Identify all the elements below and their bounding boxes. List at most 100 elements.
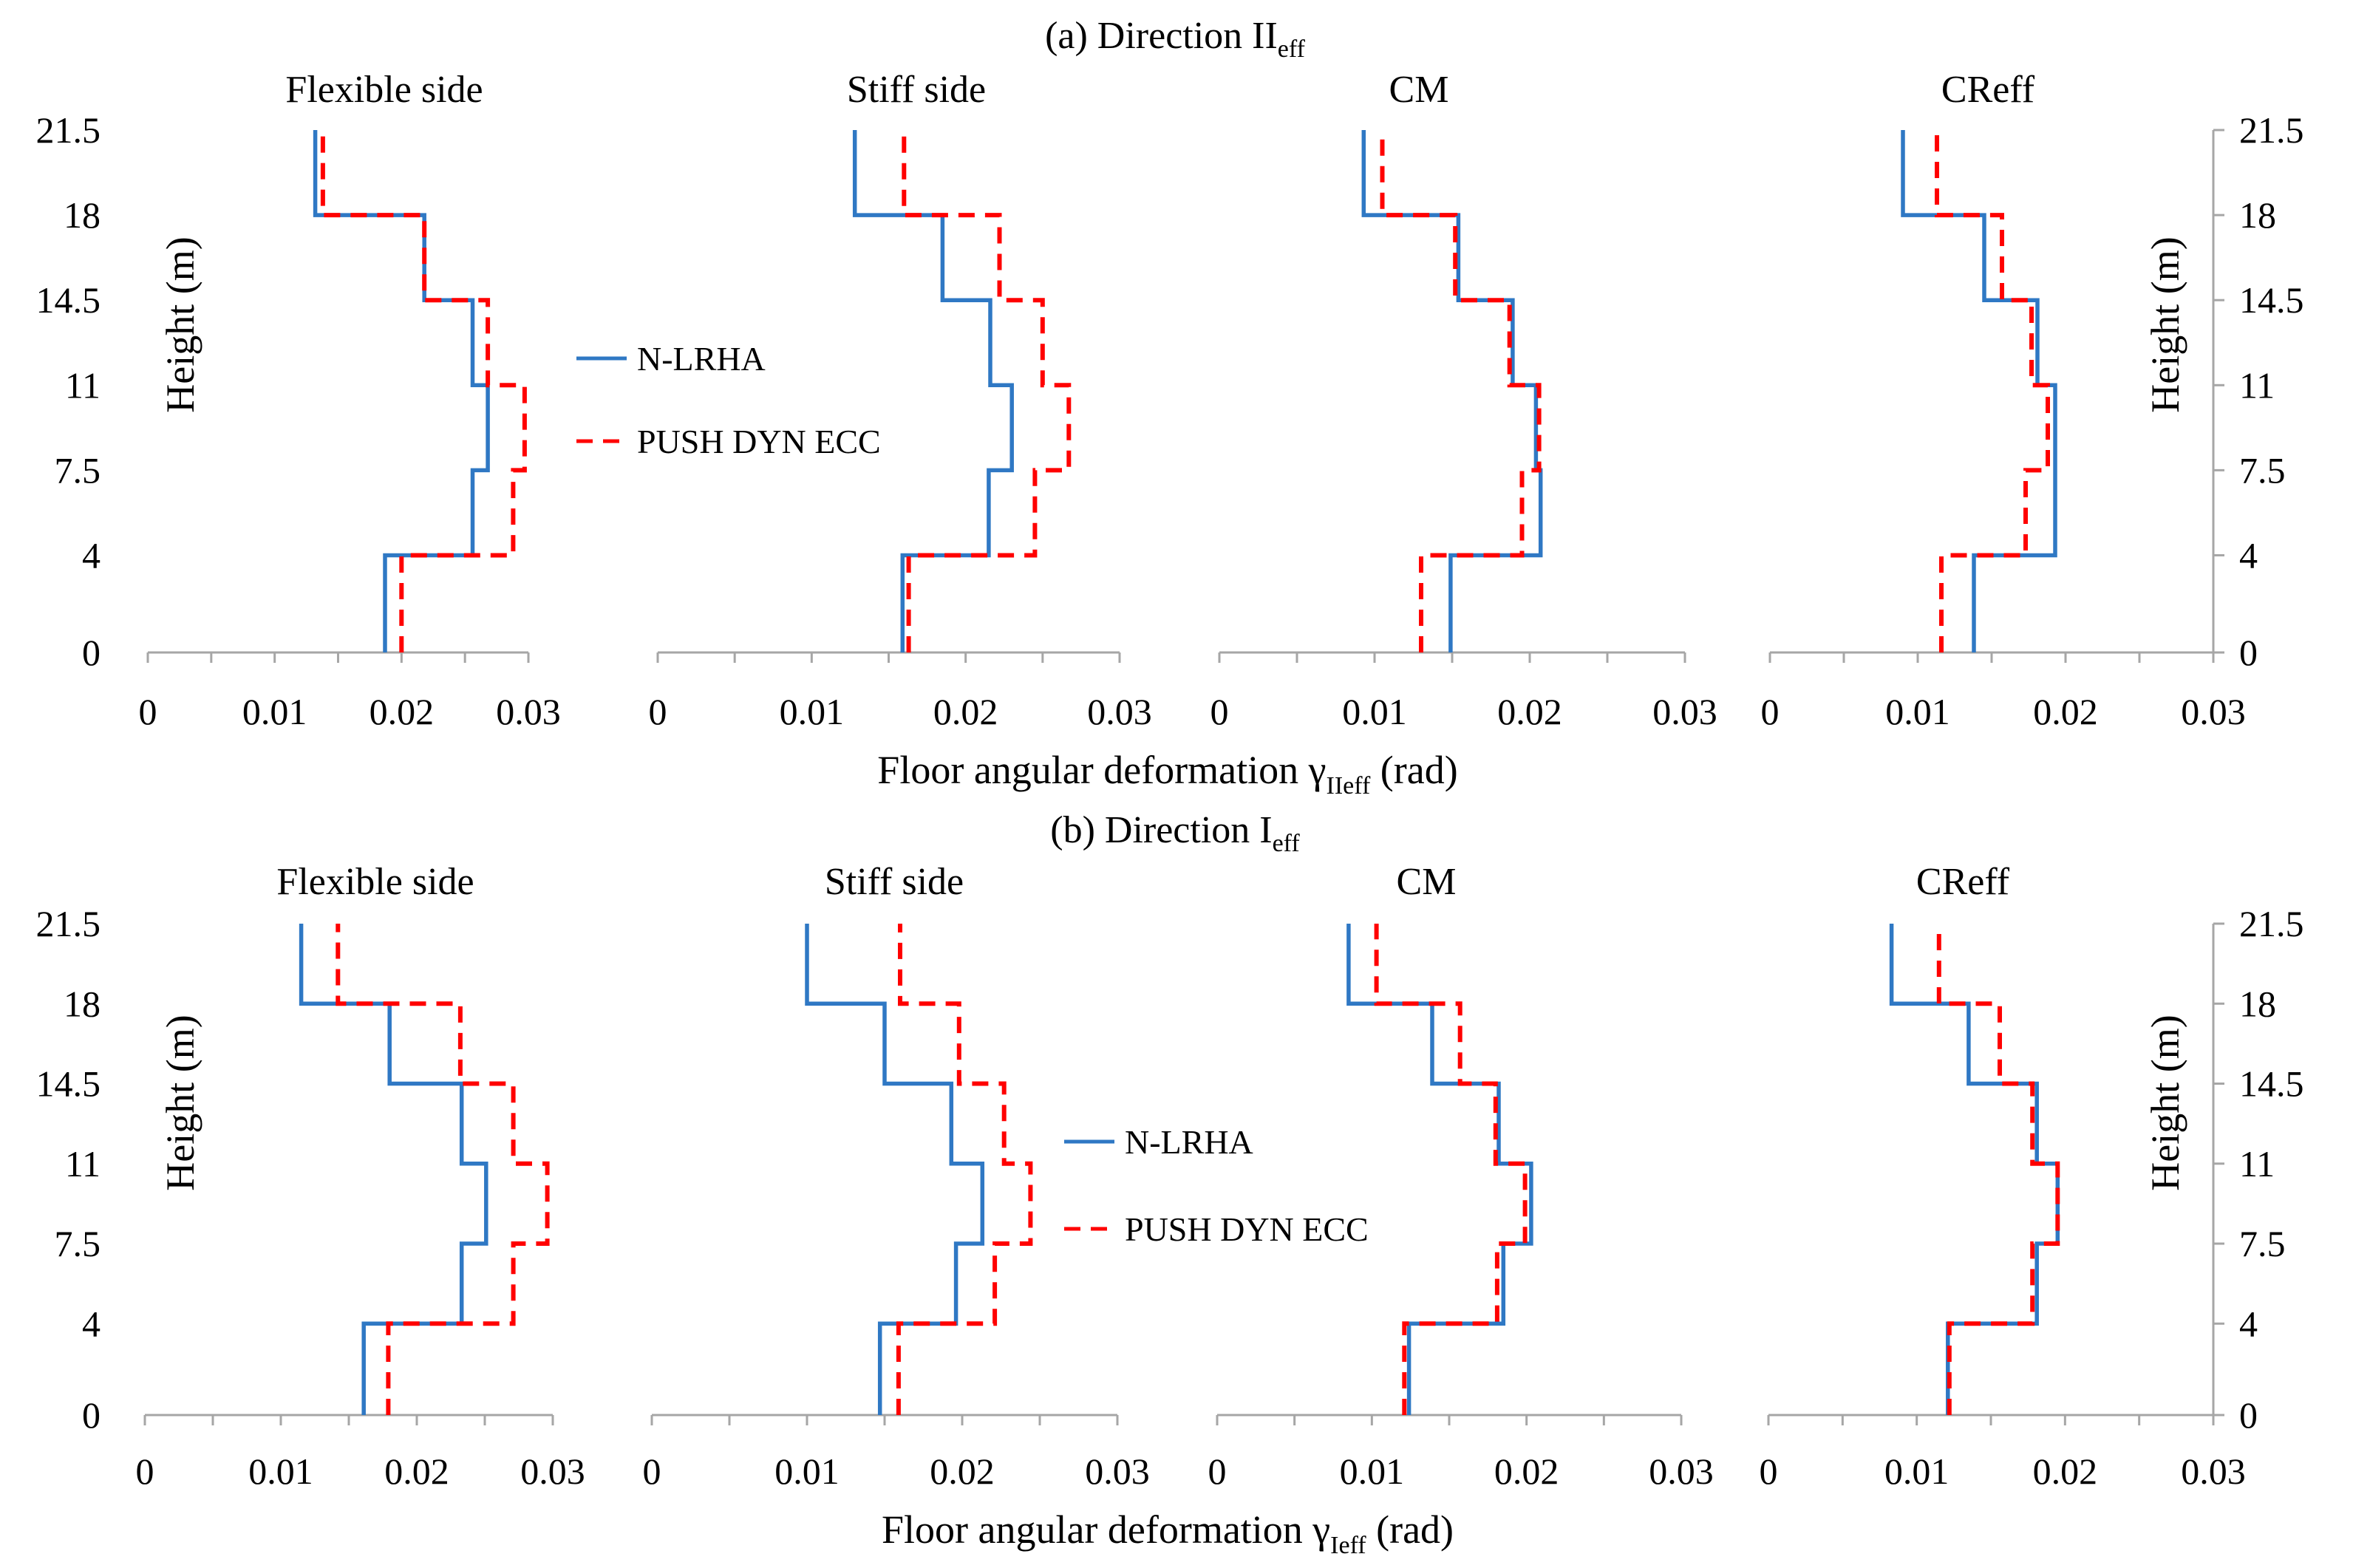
x-tick-label: 0	[1760, 1451, 1778, 1492]
legend: N-LRHA PUSH DYN ECC	[576, 340, 881, 460]
section-title: (b) Direction Ieff	[1050, 809, 1300, 857]
x-tick-label: 0.03	[2181, 1451, 2246, 1492]
panel-flexible-side: Flexible side 0 0.01 0.02 0.03	[136, 861, 585, 1492]
x-tick-label: 0	[136, 1451, 154, 1492]
y-tick-label-right: 14.5	[2239, 1063, 2304, 1105]
x-tick-label: 0.01	[248, 1451, 313, 1492]
y-tick-label-left: 0	[82, 1394, 101, 1436]
series-n-lrha-line	[1901, 130, 2057, 652]
x-tick-label: 0.02	[384, 1451, 449, 1492]
series-push-dyn-ecc-line	[1374, 924, 1528, 1415]
panel-cm: CM 0 0.01 0.02 0.03	[1210, 69, 1717, 732]
legend-label: N-LRHA	[637, 340, 766, 378]
series-push-dyn-ecc-line	[1935, 130, 2050, 652]
x-tick-label: 0.02	[933, 691, 998, 732]
series-push-dyn-ecc-line	[902, 130, 1072, 652]
legend-label: PUSH DYN ECC	[1125, 1210, 1369, 1248]
panel-creff: CReff 0 0.01 0.02 0.03	[1760, 861, 2246, 1492]
x-tick-label: 0	[643, 1451, 661, 1492]
legend: N-LRHA PUSH DYN ECC	[1064, 1123, 1369, 1248]
y-tick-label-left: 4	[82, 1303, 101, 1344]
panel-creff: CReff 0 0.01 0.02 0.03	[1761, 69, 2246, 732]
x-tick-label: 0.01	[1342, 691, 1407, 732]
panel-title: CM	[1397, 861, 1457, 903]
panel-title: Flexible side	[276, 861, 474, 903]
panel-stiff-side: Stiff side 0 0.01 0.02 0.03	[649, 69, 1152, 732]
series-n-lrha-line	[299, 924, 488, 1415]
series-n-lrha-line	[1889, 924, 2060, 1415]
y-tick-label-right: 14.5	[2239, 279, 2304, 321]
x-axis-label-subscript: IIeff	[1327, 772, 1371, 800]
x-axis-label: Floor angular deformation γIeff (rad)	[882, 1507, 1454, 1559]
x-tick-label: 0.01	[1340, 1451, 1405, 1492]
section-title-main: (a) Direction II	[1045, 15, 1278, 57]
panel-title: Flexible side	[285, 69, 483, 111]
x-tick-label: 0.01	[242, 691, 307, 732]
x-tick-label: 0.01	[1884, 1451, 1950, 1492]
x-tick-label: 0	[649, 691, 667, 732]
y-axis-label-left: Height (m)	[158, 236, 202, 412]
section-title-subscript: eff	[1273, 830, 1301, 857]
series-n-lrha-line	[852, 130, 1014, 652]
y-tick-label-right: 0	[2239, 632, 2258, 673]
x-axis-label-subscript: Ieff	[1330, 1532, 1366, 1559]
series-push-dyn-ecc-line	[320, 130, 527, 652]
panel-title: CM	[1389, 69, 1449, 111]
y-axis-label-right: Height (m)	[2143, 236, 2187, 412]
y-axis-label-right: Height (m)	[2143, 1015, 2187, 1190]
y-tick-label-right: 11	[2239, 1143, 2275, 1184]
x-tick-label: 0	[139, 691, 157, 732]
y-tick-label-left: 0	[82, 632, 101, 673]
y-tick-label-right: 18	[2239, 983, 2276, 1024]
panel-title: Stiff side	[825, 861, 964, 903]
x-tick-label: 0	[1761, 691, 1780, 732]
y-tick-label-left: 18	[64, 194, 101, 236]
series-n-lrha-line	[1346, 924, 1533, 1415]
series-n-lrha-line	[1361, 130, 1543, 652]
y-tick-label-left: 18	[64, 983, 101, 1024]
x-axis-label-main: Floor angular deformation γ	[882, 1507, 1330, 1552]
x-tick-label: 0	[1210, 691, 1229, 732]
y-tick-label-left: 14.5	[36, 1063, 101, 1105]
y-tick-label-left: 7.5	[55, 1223, 101, 1264]
panel-title: CReff	[1916, 861, 2010, 903]
chart-section-a: (a) Direction IIeff Flexible side 0 0.01 0.0…	[36, 15, 2304, 800]
x-tick-label: 0.03	[1087, 691, 1152, 732]
x-tick-label: 0.03	[1652, 691, 1717, 732]
y-tick-label-left: 11	[65, 1143, 101, 1184]
y-tick-label-left: 11	[65, 364, 101, 406]
x-tick-label: 0.01	[1885, 691, 1950, 732]
x-tick-label: 0.02	[2033, 691, 2098, 732]
panel-title: Stiff side	[847, 69, 986, 111]
legend-label: PUSH DYN ECC	[637, 423, 881, 460]
y-axis-label-left: Height (m)	[158, 1015, 202, 1190]
section-title: (a) Direction IIeff	[1045, 15, 1306, 63]
y-tick-label-right: 21.5	[2239, 903, 2304, 944]
y-tick-label-right: 0	[2239, 1394, 2258, 1436]
series-push-dyn-ecc-line	[336, 924, 550, 1415]
legend-label: N-LRHA	[1125, 1123, 1253, 1161]
x-axis-label: Floor angular deformation γIIeff (rad)	[877, 748, 1457, 800]
section-title-subscript: eff	[1278, 35, 1306, 63]
y-tick-label-right: 4	[2239, 1303, 2258, 1344]
x-axis-label-unit: (rad)	[1366, 1507, 1454, 1552]
y-tick-label-right: 18	[2239, 194, 2276, 236]
x-tick-label: 0.03	[2181, 691, 2246, 732]
panel-title: CReff	[1941, 69, 2035, 111]
y-tick-label-right: 7.5	[2239, 1223, 2286, 1264]
y-tick-label-left: 21.5	[36, 903, 101, 944]
x-tick-label: 0.03	[1649, 1451, 1714, 1492]
y-tick-label-right: 21.5	[2239, 109, 2304, 151]
y-tick-label-left: 4	[82, 534, 101, 576]
series-n-lrha-line	[313, 130, 490, 652]
y-tick-label-right: 7.5	[2239, 449, 2286, 491]
series-push-dyn-ecc-line	[896, 924, 1033, 1415]
x-axis-label-unit: (rad)	[1370, 748, 1457, 792]
series-n-lrha-line	[805, 924, 985, 1415]
x-tick-label: 0.02	[930, 1451, 995, 1492]
y-tick-label-left: 14.5	[36, 279, 101, 321]
chart-section-b: (b) Direction Ieff Flexible side 0 0.01 0.02…	[36, 809, 2304, 1559]
x-tick-label: 0.03	[496, 691, 561, 732]
series-push-dyn-ecc-line	[1936, 924, 2060, 1415]
